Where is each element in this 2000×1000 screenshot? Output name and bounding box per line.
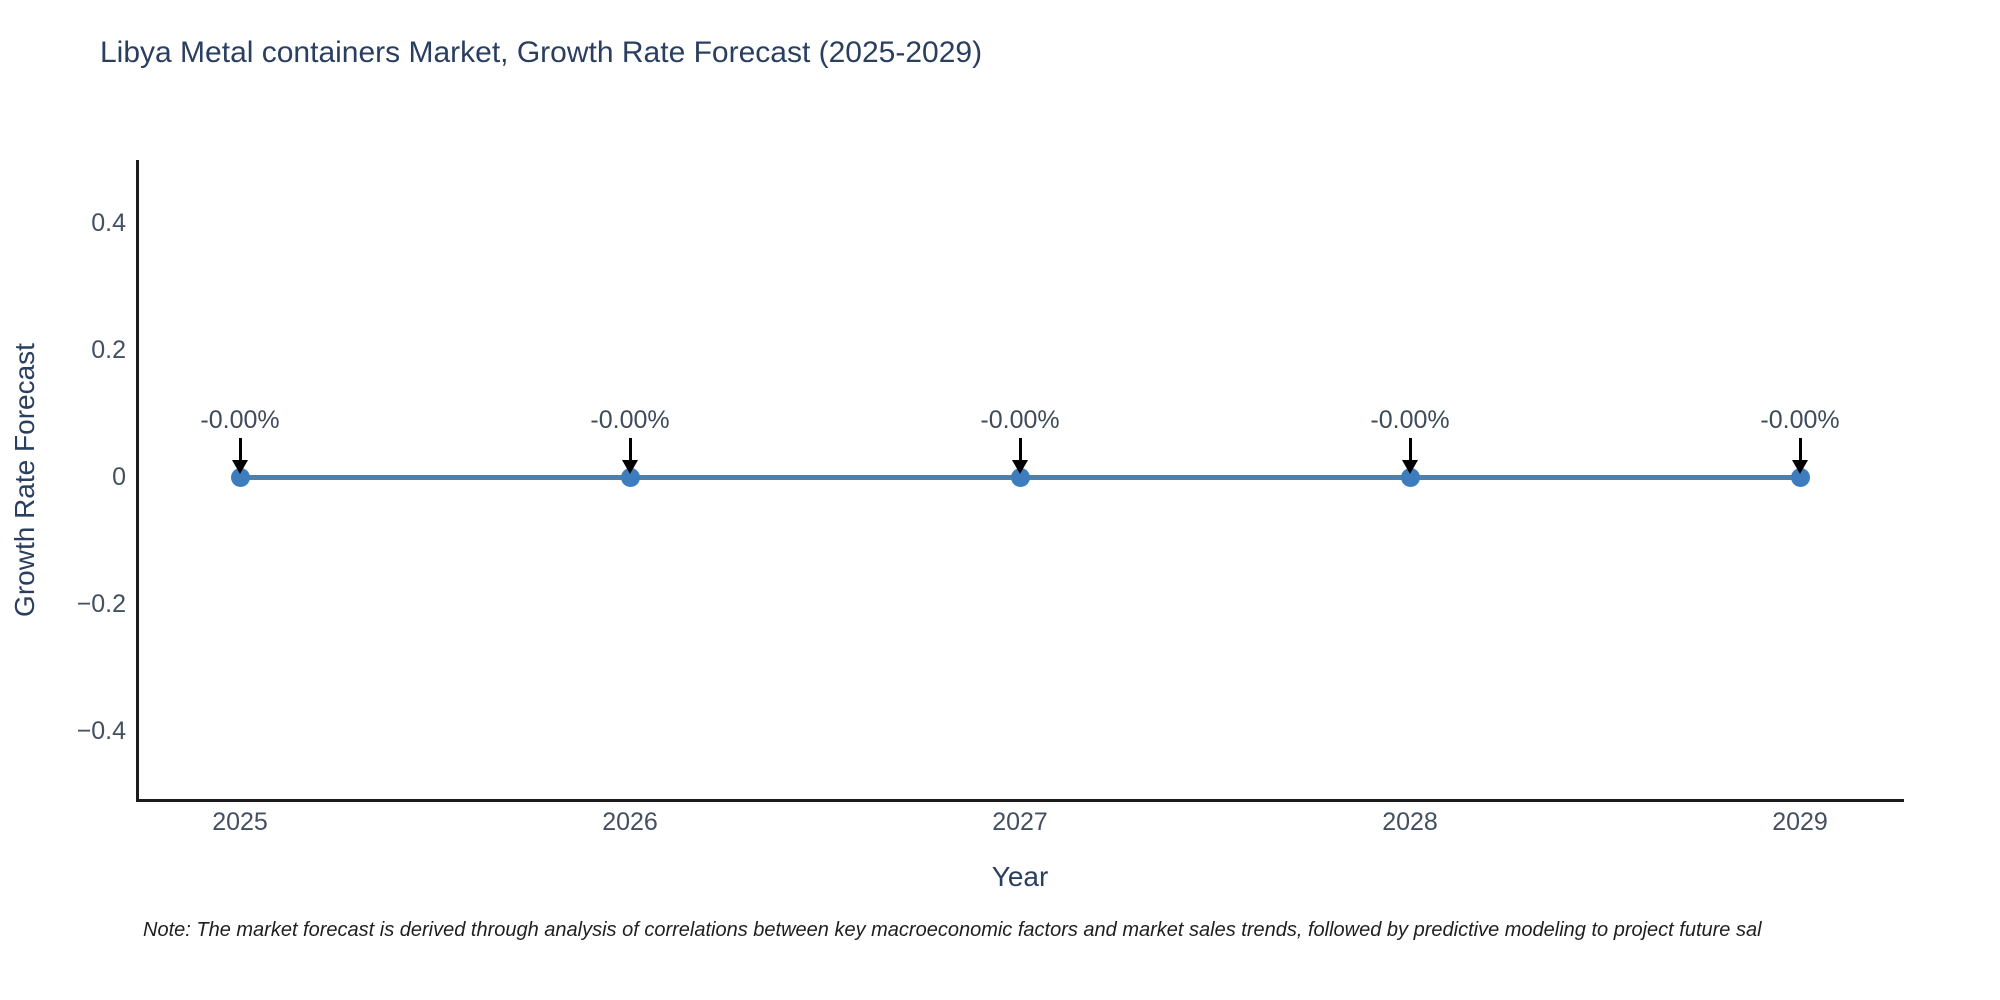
x-tick-label: 2027 — [992, 808, 1048, 836]
annotation-arrow-down-icon — [622, 460, 638, 474]
chart-note: Note: The market forecast is derived thr… — [143, 919, 1762, 941]
x-tick-label: 2025 — [212, 808, 268, 836]
x-axis-title: Year — [991, 861, 1049, 892]
y-tick-label: −0.2 — [76, 590, 126, 618]
x-tick-label: 2028 — [1382, 808, 1438, 836]
y-tick-label: −0.4 — [76, 717, 126, 745]
x-axis-line — [136, 799, 1904, 802]
point-annotation-label: -0.00% — [1370, 406, 1450, 434]
annotation-arrow-down-icon — [1792, 460, 1808, 474]
annotation-arrow-down-icon — [232, 460, 248, 474]
y-tick-label: 0.2 — [91, 336, 126, 364]
y-tick-label: 0.4 — [91, 209, 126, 237]
annotation-arrow-shaft — [238, 438, 242, 462]
y-axis-line — [136, 160, 139, 802]
point-annotation-label: -0.00% — [200, 406, 280, 434]
x-tick-label: 2026 — [602, 808, 658, 836]
annotation-arrow-shaft — [628, 438, 632, 462]
annotation-arrow-shaft — [1408, 438, 1412, 462]
annotation-arrow-down-icon — [1012, 460, 1028, 474]
annotation-arrow-down-icon — [1402, 460, 1418, 474]
annotation-arrow-shaft — [1798, 438, 1802, 462]
x-tick-label: 2029 — [1772, 808, 1828, 836]
point-annotation-label: -0.00% — [980, 406, 1060, 434]
y-tick-label: 0 — [112, 463, 126, 491]
point-annotation-label: -0.00% — [1760, 406, 1840, 434]
chart-title: Libya Metal containers Market, Growth Ra… — [100, 36, 983, 69]
annotation-arrow-shaft — [1018, 438, 1022, 462]
point-annotation-label: -0.00% — [590, 406, 670, 434]
